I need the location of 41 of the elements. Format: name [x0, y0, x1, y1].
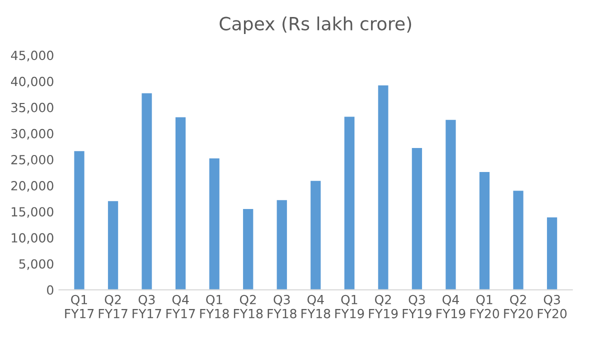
bar [243, 208, 254, 290]
x-tick-label: Q4 FY18 [302, 294, 330, 318]
x-tick-label: Q3 FY18 [268, 294, 296, 318]
x-tick-label: Q4 FY19 [436, 294, 466, 318]
y-tick-label: 30,000 [11, 128, 54, 140]
bar [142, 93, 152, 290]
x-tick-label: Q2 FY19 [369, 294, 398, 318]
y-tick-label: 45,000 [11, 50, 54, 62]
chart-title: Capex (Rs lakh crore) [220, 16, 412, 34]
x-tick-label: Q2 FY18 [234, 294, 263, 318]
bar [479, 172, 490, 290]
bar [412, 148, 422, 290]
bar [546, 217, 558, 290]
x-tick-label: Q3 FY20 [538, 294, 567, 318]
bar [74, 151, 84, 290]
x-tick-label: Q1 FY18 [200, 294, 229, 318]
y-tick-label: 0 [47, 285, 54, 295]
bar [310, 180, 321, 290]
y-tick-label: 40,000 [11, 76, 54, 88]
bar [108, 201, 118, 290]
y-tick-label: 5,000 [19, 259, 54, 270]
bar [176, 117, 186, 290]
x-tick-label: Q3 FY17 [132, 294, 162, 318]
x-tick-label: Q1 FY17 [65, 294, 94, 318]
x-tick-label: Q2 FY20 [504, 294, 533, 318]
bar [209, 158, 220, 290]
bar [276, 200, 287, 290]
y-tick-label: 25,000 [11, 154, 54, 166]
x-tick-label: Q4 FY17 [166, 294, 195, 318]
x-tick-label: Q3 FY19 [402, 294, 432, 318]
x-tick-label: Q2 FY17 [98, 294, 128, 318]
x-tick-label: Q1 FY19 [335, 294, 364, 318]
x-tick-label: Q1 FY20 [470, 294, 500, 318]
y-tick-label: 15,000 [12, 207, 54, 218]
bar [513, 190, 524, 290]
bar [446, 120, 456, 290]
y-tick-label: 10,000 [12, 233, 54, 244]
bar [344, 116, 354, 290]
y-tick-label: 20,000 [11, 181, 54, 192]
bar [378, 85, 388, 290]
y-tick-label: 35,000 [11, 102, 54, 114]
